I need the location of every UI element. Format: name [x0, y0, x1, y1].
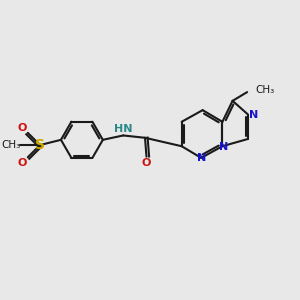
Text: HN: HN — [114, 124, 133, 134]
Text: N: N — [196, 153, 206, 164]
Text: N: N — [219, 142, 228, 152]
Text: CH₃: CH₃ — [1, 140, 20, 150]
Text: O: O — [18, 123, 27, 133]
Text: S: S — [35, 138, 45, 152]
Text: O: O — [18, 158, 27, 167]
Text: CH₃: CH₃ — [256, 85, 275, 95]
Text: N: N — [249, 110, 258, 119]
Text: O: O — [142, 158, 151, 168]
